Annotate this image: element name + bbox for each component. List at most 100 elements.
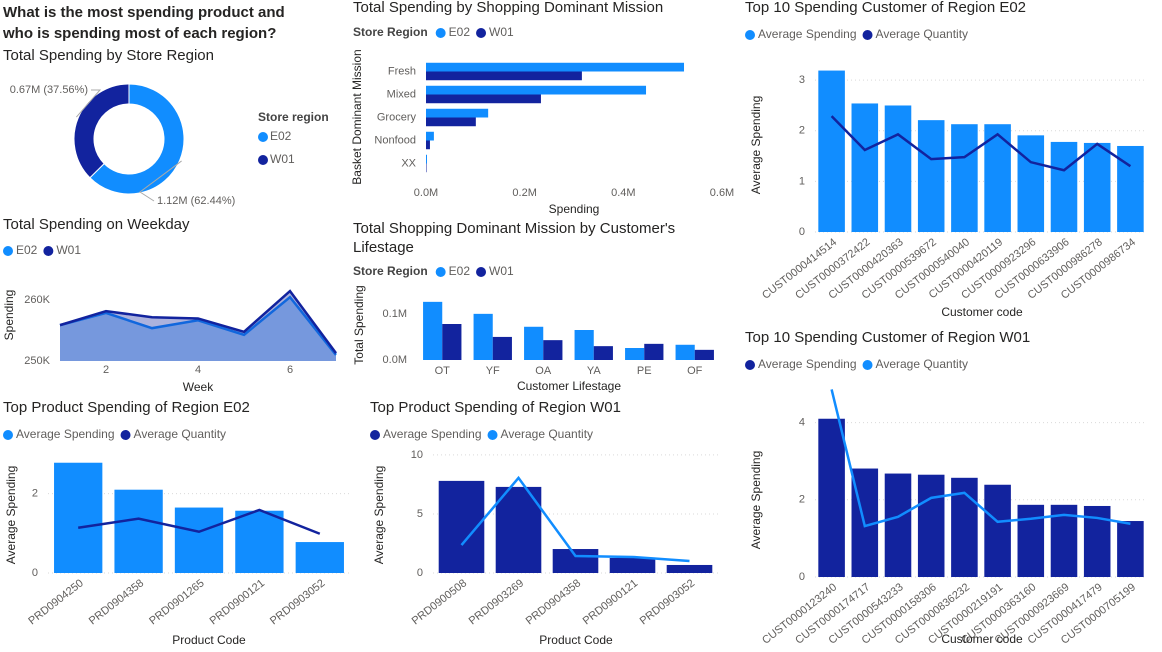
x-tick-label: PRD0904250 <box>26 577 85 627</box>
legend-swatch <box>745 30 755 40</box>
line <box>460 475 690 563</box>
y-tick-label: Fresh <box>388 65 416 77</box>
bar <box>609 558 656 573</box>
x-tick-label: 4 <box>195 364 201 376</box>
y-tick-label: 0 <box>799 571 805 583</box>
bar <box>917 120 945 232</box>
x-tick-label: PRD0904358 <box>524 577 583 627</box>
area <box>60 291 336 361</box>
bar <box>492 336 512 360</box>
bar <box>426 108 489 118</box>
x-axis-title: Product Code <box>539 633 613 647</box>
x-tick-label: YF <box>486 365 500 377</box>
x-tick-label: PRD0900121 <box>208 577 267 627</box>
bar <box>1017 135 1045 232</box>
bar <box>666 564 713 573</box>
legend-swatch <box>435 28 446 38</box>
chart-title: Total Shopping Dominant Mission by Custo… <box>353 220 676 256</box>
x-axis-title: Spending <box>549 202 600 216</box>
bar <box>1017 504 1045 577</box>
x-tick-label: OT <box>435 365 451 377</box>
x-tick-label: PRD0903052 <box>638 577 697 627</box>
y-tick-label: 5 <box>417 508 423 520</box>
bar <box>552 549 599 573</box>
bar <box>114 489 163 573</box>
bar <box>625 348 645 360</box>
legend-label: W01 <box>270 152 295 166</box>
bar <box>524 326 544 360</box>
x-tick-label: 0.6M <box>710 187 734 199</box>
legend-swatch <box>3 246 13 256</box>
y-axis-title: Average Spending <box>749 451 763 550</box>
heading: What is the most spending product and wh… <box>3 4 285 42</box>
chart-title-box: Total Shopping Dominant Mission by Custo… <box>353 220 676 256</box>
bar <box>884 473 912 577</box>
bar <box>426 85 647 95</box>
bar <box>473 313 493 360</box>
x-tick-label: PE <box>637 365 652 377</box>
bar <box>174 507 224 573</box>
line <box>78 508 321 535</box>
x-tick-label: PRD0903269 <box>467 577 526 627</box>
legend-label: W01 <box>489 25 514 39</box>
legend-swatch <box>3 430 13 440</box>
x-tick-label: 0.4M <box>611 187 635 199</box>
y-tick-label: XX <box>401 157 416 169</box>
y-tick-label: 0 <box>32 567 38 579</box>
bar <box>574 330 594 360</box>
pie-slice <box>89 83 185 195</box>
legend-swatch <box>258 155 268 165</box>
legend-title: Store Region <box>353 264 428 278</box>
x-axis-title: Customer code <box>941 305 1023 319</box>
y-tick-label: 0.1M <box>383 308 407 320</box>
x-tick-label: PRD0904358 <box>87 577 146 627</box>
legend-swatch <box>43 246 54 256</box>
legend-swatch <box>435 267 446 277</box>
bar <box>884 105 912 232</box>
legend-swatch <box>120 430 131 440</box>
bar <box>54 462 103 573</box>
bar <box>818 70 845 232</box>
y-tick-label: 1 <box>799 175 805 187</box>
legend-label: Average Quantity <box>501 427 594 441</box>
data-label: 0.67M (37.56%) <box>10 84 88 96</box>
legend-label: Average Spending <box>383 427 482 441</box>
bar <box>426 154 427 164</box>
leader-line <box>76 89 102 118</box>
y-axis-title: Spending <box>2 290 16 341</box>
legend-label: Average Quantity <box>134 427 227 441</box>
chart-title: Total Spending on Weekday <box>3 216 190 233</box>
x-tick-label: PRD0901265 <box>147 577 206 627</box>
leader-line <box>139 160 182 202</box>
legend-title: Store region <box>258 110 329 124</box>
bar <box>426 62 685 72</box>
legend-swatch <box>476 267 487 277</box>
bar <box>694 349 714 360</box>
bar <box>426 94 541 104</box>
data-label: 1.12M (62.44%) <box>157 195 235 207</box>
y-axis-title: Average Spending <box>4 466 18 565</box>
legend-label: Average Spending <box>758 27 857 41</box>
x-axis-title: Customer code <box>941 632 1023 646</box>
pie-slice <box>73 83 130 179</box>
line <box>59 295 337 356</box>
x-tick-label: 6 <box>287 364 293 376</box>
y-tick-label: 10 <box>411 449 423 461</box>
bar <box>426 131 434 141</box>
legend-swatch <box>258 132 268 142</box>
x-axis-title: Customer Lifestage <box>517 379 621 393</box>
bar <box>495 486 542 573</box>
legend-label: E02 <box>449 264 471 278</box>
bar <box>675 344 695 360</box>
bar <box>851 103 879 233</box>
y-tick-label: 260K <box>24 294 50 306</box>
x-tick-label: 0.2M <box>512 187 536 199</box>
x-axis-title: Product Code <box>172 633 246 647</box>
x-tick-label: OA <box>535 365 552 377</box>
legend-label: Average Spending <box>16 427 115 441</box>
y-tick-label: 250K <box>24 355 50 367</box>
legend-label: Average Quantity <box>876 357 969 371</box>
bar <box>984 484 1011 577</box>
heading-box: What is the most spending product and wh… <box>3 4 285 42</box>
